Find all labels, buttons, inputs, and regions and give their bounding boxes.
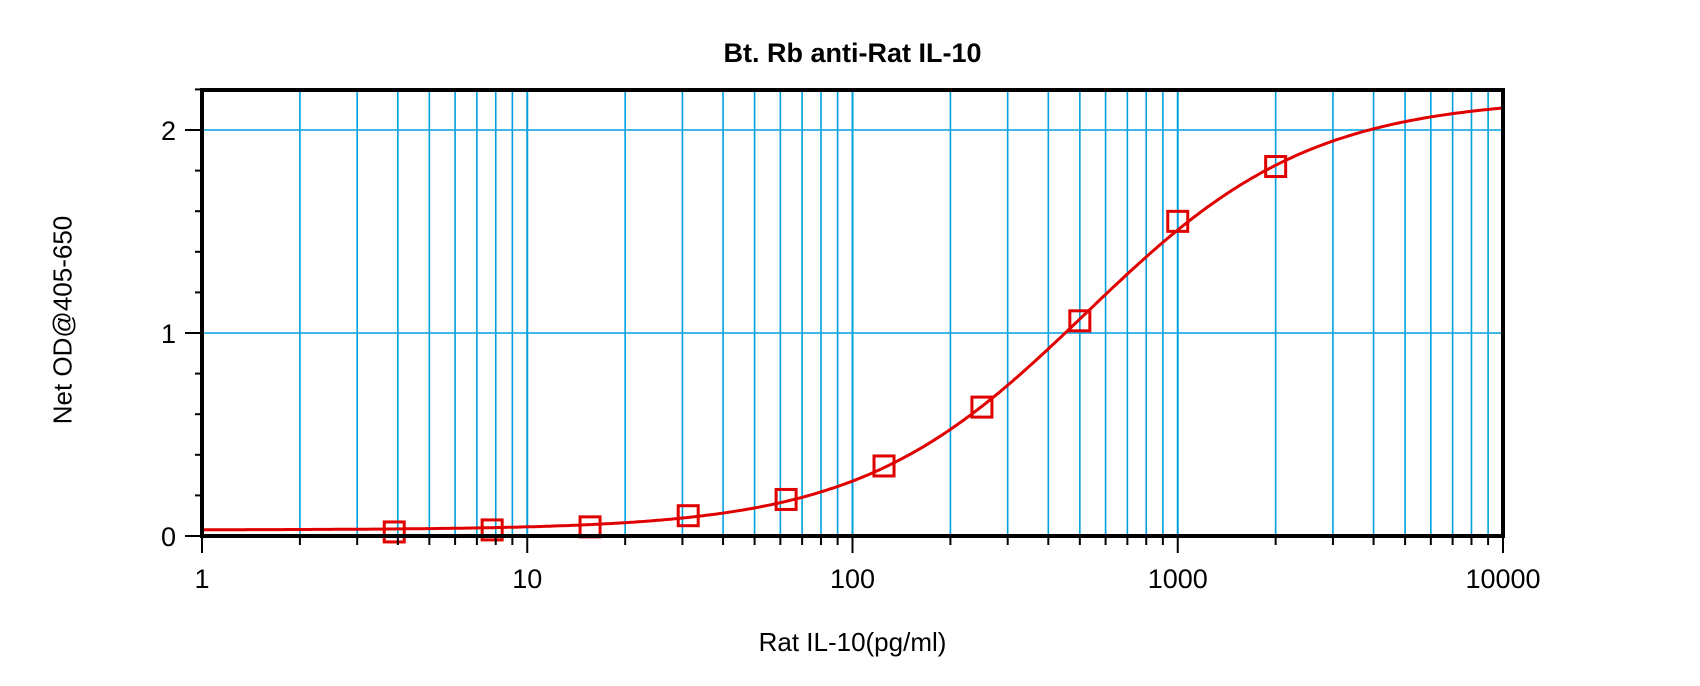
data-point-marker xyxy=(1166,209,1190,233)
data-point-marker xyxy=(480,518,504,542)
x-tick-label: 10 xyxy=(512,564,542,594)
x-tick-label: 10000 xyxy=(1465,564,1540,594)
data-point-marker xyxy=(676,504,700,528)
data-point-marker xyxy=(1068,309,1092,333)
x-axis-label: Rat IL-10(pg/ml) xyxy=(758,627,947,657)
x-tick-label: 100 xyxy=(830,564,875,594)
data-point-marker xyxy=(382,520,406,544)
data-point-marker xyxy=(970,395,994,419)
data-point-marker xyxy=(578,515,602,539)
data-point-marker xyxy=(1264,155,1288,179)
x-tick-label: 1000 xyxy=(1148,564,1208,594)
y-tick-label: 0 xyxy=(161,522,176,552)
y-tick-label: 2 xyxy=(161,116,176,146)
chart-title: Bt. Rb anti-Rat IL-10 xyxy=(723,38,982,68)
data-point-marker xyxy=(872,454,896,478)
x-tick-label: 1 xyxy=(194,564,209,594)
y-tick-label: 1 xyxy=(161,319,176,349)
data-point-marker xyxy=(774,487,798,511)
